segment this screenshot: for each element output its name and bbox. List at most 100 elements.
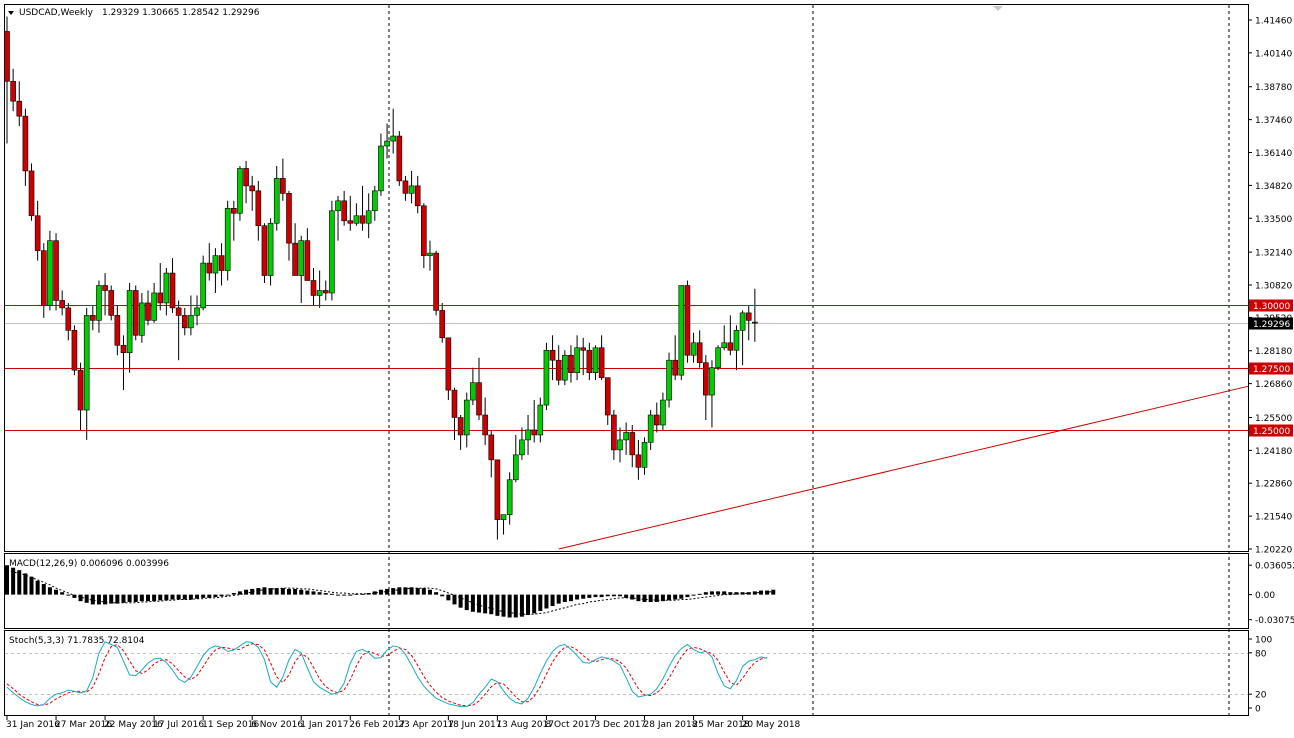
- macd-bar: [176, 594, 181, 600]
- candle-body: [678, 285, 685, 376]
- macd-bar: [526, 594, 531, 616]
- macd-bar: [237, 591, 242, 595]
- macd-bar: [758, 590, 763, 595]
- macd-bar: [244, 589, 249, 595]
- candle-body: [237, 168, 243, 214]
- macd-bar: [323, 593, 328, 595]
- macd-bar: [507, 594, 512, 618]
- macd-pane-frame: [4, 553, 1249, 629]
- macd-bar: [415, 588, 420, 595]
- macd-bar: [329, 593, 334, 595]
- candle-body: [598, 347, 605, 378]
- macd-bar: [127, 594, 132, 602]
- macd-bar: [630, 594, 635, 600]
- candle-body: [22, 115, 29, 172]
- macd-bar: [746, 592, 751, 595]
- macd-bar: [660, 594, 665, 602]
- candle-body: [733, 330, 740, 351]
- macd-bar: [667, 594, 672, 601]
- macd-bar: [47, 587, 52, 595]
- macd-bar: [538, 594, 543, 611]
- candle-body: [641, 442, 648, 468]
- x-axis-tick-label: 11 Sep 2016: [202, 720, 259, 730]
- macd-bar: [648, 594, 653, 602]
- candle-body: [463, 399, 470, 436]
- macd-bar: [562, 594, 567, 602]
- macd-bar: [311, 591, 316, 595]
- macd-signal-line: [6, 569, 774, 615]
- macd-bar: [17, 570, 22, 595]
- candle-body: [157, 292, 164, 304]
- macd-bar: [532, 594, 537, 614]
- macd-bar: [501, 594, 506, 617]
- candle-body: [580, 347, 587, 351]
- stoch-main-line: [6, 641, 768, 708]
- candle-body: [292, 242, 298, 276]
- macd-bar: [219, 594, 224, 597]
- candle-body: [280, 178, 286, 194]
- candle-body: [169, 272, 176, 309]
- y-axis-tick-label: 1.21540: [1255, 513, 1292, 523]
- level-price-tag: [1249, 299, 1293, 312]
- candle-body: [666, 359, 672, 401]
- macd-bar: [403, 587, 408, 595]
- dropdown-arrow-icon[interactable]: [8, 11, 14, 15]
- macd-bar: [734, 592, 739, 595]
- x-axis-tick-label: 3 Dec 2017: [594, 720, 646, 730]
- candle-body: [65, 307, 72, 331]
- candle-body: [145, 302, 151, 321]
- macd-bar: [225, 594, 230, 596]
- macd-bar: [434, 592, 439, 595]
- current-price-label: 1.29296: [1253, 320, 1290, 330]
- candle-body: [672, 359, 678, 376]
- macd-title: MACD(12,26,9) 0.006096 0.003996: [9, 559, 169, 569]
- macd-bar: [72, 594, 77, 598]
- macd-bar: [336, 594, 341, 596]
- macd-bar: [286, 588, 291, 595]
- candle-body: [715, 347, 721, 368]
- macd-bar: [489, 594, 494, 615]
- candle-body: [71, 330, 78, 371]
- macd-bar: [703, 592, 708, 595]
- candle-body: [457, 417, 464, 436]
- candle-body: [261, 225, 268, 276]
- y-axis-tick-label: 1.36140: [1255, 149, 1292, 159]
- macd-bar: [587, 594, 592, 598]
- macd-bar: [642, 594, 647, 602]
- macd-bar: [231, 593, 236, 595]
- candle-body: [574, 347, 580, 373]
- candle-body: [371, 190, 378, 212]
- candle-body: [506, 479, 513, 515]
- macd-bar: [348, 594, 353, 596]
- level-price-label: 1.27500: [1253, 365, 1290, 375]
- candle-body: [549, 349, 556, 361]
- macd-bar: [280, 588, 285, 595]
- y-axis-tick-label: 1.24180: [1255, 447, 1292, 457]
- macd-bar: [372, 591, 377, 595]
- candle-body: [653, 414, 660, 426]
- candle-body: [635, 454, 642, 468]
- y-axis-tick-label: 1.32140: [1255, 249, 1292, 259]
- macd-bar: [440, 594, 445, 597]
- x-axis-tick-label: 6 Nov 2016: [251, 720, 303, 730]
- stoch-axis-tick-label: 80: [1255, 649, 1267, 659]
- macd-bar: [182, 594, 187, 600]
- candle-body: [286, 193, 292, 244]
- candle-body: [83, 315, 90, 411]
- candle-body: [365, 210, 372, 224]
- candle-body: [525, 429, 531, 441]
- candle-body: [347, 220, 354, 224]
- macd-bar: [78, 594, 83, 602]
- macd-bar: [354, 593, 359, 595]
- candle-body: [200, 262, 206, 309]
- macd-bar: [23, 573, 28, 595]
- shift-marker-icon[interactable]: [993, 6, 1003, 11]
- candle-body: [390, 135, 396, 142]
- candle-body: [212, 255, 219, 274]
- macd-bar: [697, 593, 702, 595]
- candle-body: [709, 367, 715, 396]
- candle-body: [500, 514, 507, 520]
- candle-body: [359, 215, 366, 224]
- x-axis-tick-label: 8 Oct 2017: [545, 720, 595, 730]
